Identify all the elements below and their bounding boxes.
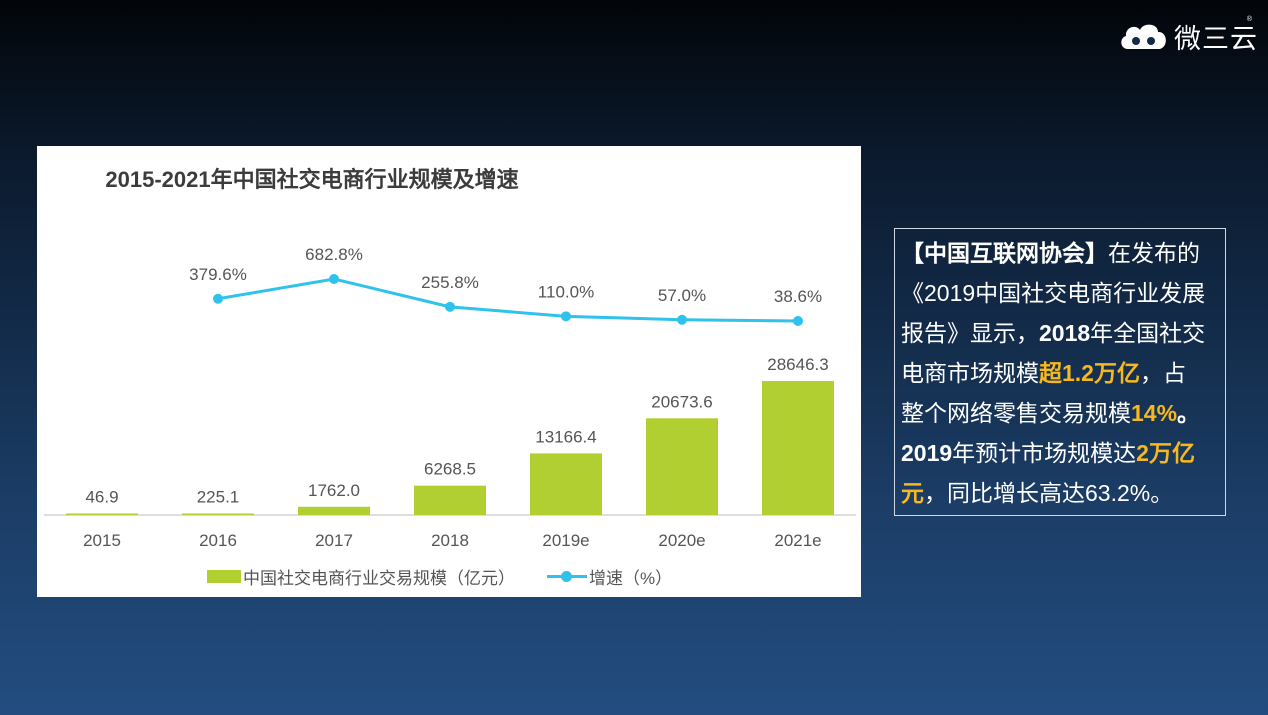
bar-2019e bbox=[530, 453, 602, 515]
x-tick-2017: 2017 bbox=[315, 531, 353, 550]
legend-item-bar: 中国社交电商行业交易规模（亿元） bbox=[207, 564, 515, 589]
info-line-3: 报告》显示，2018年全国社交 bbox=[901, 313, 1225, 353]
bar-2016 bbox=[182, 513, 254, 515]
bar-2017 bbox=[298, 506, 370, 515]
growth-line bbox=[217, 277, 799, 323]
info-line-7: 元，同比增长高达63.2%。 bbox=[901, 473, 1225, 513]
brand-logo: 微三云 ® bbox=[1118, 16, 1258, 56]
growth-label-2021e: 38.6% bbox=[774, 287, 822, 306]
info-line-4: 电商市场规模超1.2万亿，占 bbox=[901, 353, 1225, 393]
growth-label-2016: 379.6% bbox=[189, 265, 247, 284]
growth-label-2019e: 110.0% bbox=[538, 282, 594, 301]
registered-mark: ® bbox=[1246, 16, 1252, 23]
chart-legend: 中国社交电商行业交易规模（亿元） 增速（%） bbox=[207, 564, 704, 588]
bar-label-2016: 225.1 bbox=[197, 488, 240, 507]
x-tick-2015: 2015 bbox=[83, 531, 121, 550]
info-text: ，占 bbox=[1139, 360, 1186, 386]
info-line-2: 《2019中国社交电商行业发展 bbox=[901, 273, 1225, 313]
info-text: ，同比增长高达63.2%。 bbox=[924, 480, 1174, 506]
info-text: 。 bbox=[1177, 400, 1201, 426]
info-year: 2018 bbox=[1039, 320, 1091, 346]
legend-bar-label: 中国社交电商行业交易规模（亿元） bbox=[243, 568, 515, 588]
growth-label-2017: 682.8% bbox=[305, 245, 363, 264]
info-line-6: 2019年预计市场规模达2万亿 bbox=[901, 433, 1225, 473]
info-year: 2019 bbox=[901, 440, 953, 466]
legend-line-swatch bbox=[547, 570, 587, 582]
growth-point-2021e bbox=[793, 316, 803, 326]
x-tick-2018: 2018 bbox=[431, 531, 469, 550]
bar-label-2021e: 28646.3 bbox=[767, 355, 828, 374]
info-highlight: 2万亿 bbox=[1136, 440, 1195, 466]
chart-card: 2015-2021年中国社交电商行业规模及增速 46.9 2015 225.1 201… bbox=[37, 146, 861, 597]
cloud-logo-icon bbox=[1121, 24, 1166, 49]
info-text: 年预计市场规模达 bbox=[952, 440, 1137, 466]
growth-label-2020e: 57.0% bbox=[658, 286, 706, 305]
bar-label-2018: 6268.5 bbox=[424, 460, 476, 479]
bar-label-2020e: 20673.6 bbox=[651, 392, 712, 411]
chart-plot: 46.9 2015 225.1 2016 1762.0 2017 6268.5 2018 131… bbox=[44, 245, 856, 550]
x-tick-2021e: 2021e bbox=[774, 531, 821, 550]
info-text-box: 【中国互联网协会】在发布的 《2019中国社交电商行业发展 报告》显示，2018… bbox=[894, 228, 1226, 516]
source-label: 【中国互联网协会】 bbox=[901, 240, 1108, 266]
legend-bar-swatch bbox=[207, 569, 241, 583]
growth-point-2019e bbox=[561, 311, 571, 322]
info-text: 报告》显示， bbox=[901, 320, 1039, 346]
logo-text: 微三云 bbox=[1174, 23, 1258, 55]
growth-point-2018 bbox=[445, 301, 455, 312]
bar-2015 bbox=[66, 513, 138, 515]
info-text: 整个网络零售交易规模 bbox=[901, 400, 1131, 426]
info-text: 《2019中国社交电商行业发展 bbox=[901, 280, 1206, 306]
growth-point-2016 bbox=[213, 293, 223, 304]
info-text: 在发布的 bbox=[1108, 240, 1200, 266]
bar-label-2019e: 13166.4 bbox=[535, 427, 596, 446]
x-tick-2019e: 2019e bbox=[542, 531, 589, 550]
growth-point-2017 bbox=[329, 274, 339, 284]
bar-2020e bbox=[646, 418, 718, 515]
x-tick-2020e: 2020e bbox=[658, 531, 705, 550]
growth-point-2020e bbox=[677, 314, 687, 325]
bar-label-2017: 1762.0 bbox=[308, 481, 360, 500]
x-tick-2016: 2016 bbox=[199, 531, 237, 550]
info-line-5: 整个网络零售交易规模14%。 bbox=[901, 393, 1225, 433]
bar-label-2015: 46.9 bbox=[85, 488, 118, 507]
info-text: 年全国社交 bbox=[1090, 320, 1206, 346]
growth-label-2018: 255.8% bbox=[421, 273, 479, 292]
chart-title: 2015-2021年中国社交电商行业规模及增速 bbox=[105, 167, 519, 192]
info-line-1: 【中国互联网协会】在发布的 bbox=[901, 233, 1225, 273]
bar-2021e bbox=[762, 381, 834, 515]
info-text: 电商市场规模 bbox=[901, 360, 1039, 386]
legend-item-line: 增速（%） bbox=[547, 564, 672, 589]
info-highlight: 14% bbox=[1131, 400, 1178, 426]
bar-2018 bbox=[414, 485, 486, 515]
info-highlight: 元 bbox=[901, 480, 924, 506]
legend-line-label: 增速（%） bbox=[589, 568, 673, 588]
info-highlight: 超1.2万亿 bbox=[1039, 360, 1140, 386]
